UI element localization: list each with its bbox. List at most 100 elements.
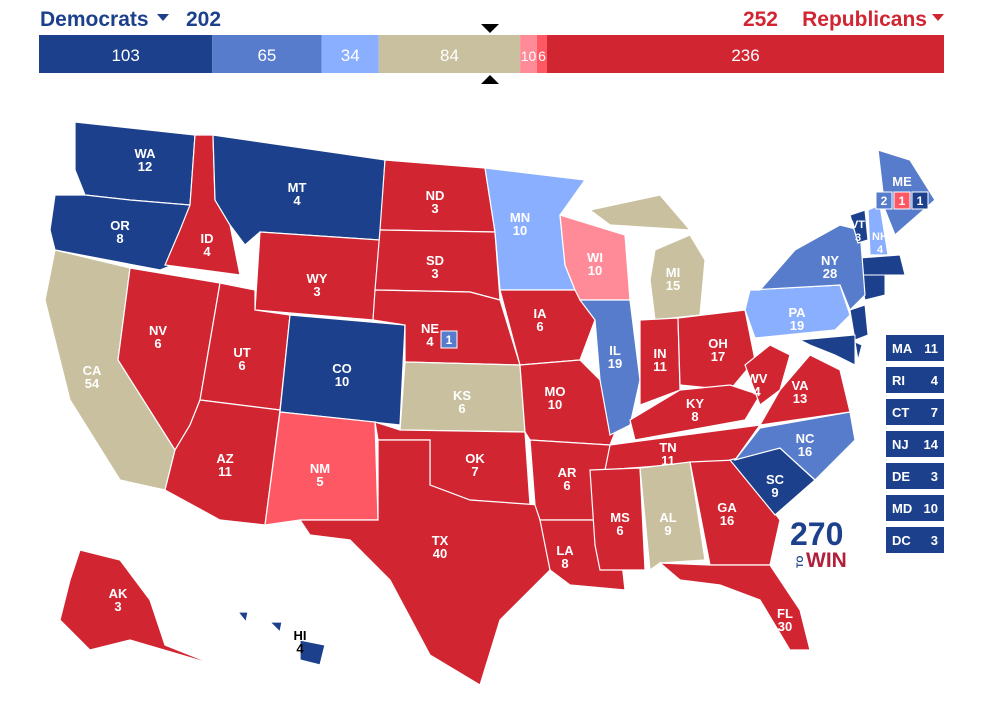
district-box[interactable] bbox=[440, 330, 458, 349]
state-votes: 54 bbox=[85, 376, 100, 391]
state-votes: 3 bbox=[431, 201, 438, 216]
state[interactable] bbox=[749, 224, 866, 312]
state-votes: 3 bbox=[313, 284, 320, 299]
state-votes: 12 bbox=[138, 159, 152, 174]
small-state-votes: 4 bbox=[931, 373, 939, 388]
state-votes: 16 bbox=[720, 513, 734, 528]
dem-total: 202 bbox=[186, 8, 221, 31]
state-abbr: CA bbox=[83, 363, 102, 378]
logo-to: TO bbox=[795, 556, 805, 568]
state-votes: 7 bbox=[471, 464, 478, 479]
state-abbr: NC bbox=[796, 431, 815, 446]
state[interactable] bbox=[499, 289, 596, 366]
state[interactable] bbox=[299, 639, 326, 666]
district-votes: 1 bbox=[917, 194, 924, 208]
state-votes: 15 bbox=[666, 278, 680, 293]
state-abbr: IA bbox=[534, 306, 548, 321]
district-votes: 1 bbox=[446, 333, 453, 347]
small-state-box[interactable] bbox=[886, 431, 944, 457]
state[interactable] bbox=[588, 194, 692, 231]
state[interactable] bbox=[589, 467, 646, 571]
state-votes: 10 bbox=[513, 223, 527, 238]
state-votes: 17 bbox=[711, 349, 725, 364]
state-abbr: PA bbox=[788, 305, 806, 320]
state[interactable] bbox=[74, 121, 196, 206]
state-abbr: IL bbox=[609, 343, 621, 358]
state[interactable] bbox=[733, 411, 856, 481]
state-abbr: KY bbox=[686, 396, 704, 411]
state[interactable] bbox=[639, 461, 706, 572]
district-box[interactable] bbox=[893, 191, 911, 210]
state[interactable] bbox=[268, 621, 283, 634]
state-votes: 10 bbox=[588, 263, 602, 278]
district-votes: 1 bbox=[899, 194, 906, 208]
state-abbr: AR bbox=[558, 465, 577, 480]
small-state-box[interactable] bbox=[886, 399, 944, 425]
small-state-box[interactable] bbox=[886, 463, 944, 489]
state-abbr: WY bbox=[307, 271, 328, 286]
state-votes: 6 bbox=[154, 336, 161, 351]
small-state-box[interactable] bbox=[886, 527, 944, 553]
state-abbr: WI bbox=[587, 250, 603, 265]
state-abbr: SD bbox=[426, 253, 444, 268]
state-votes: 13 bbox=[793, 391, 807, 406]
state-abbr: MI bbox=[666, 265, 680, 280]
state-abbr: FL bbox=[777, 606, 793, 621]
small-state-abbr: CT bbox=[892, 405, 909, 420]
small-state-votes: 3 bbox=[931, 469, 938, 484]
dropdown-arrow[interactable] bbox=[932, 14, 944, 21]
district-box[interactable] bbox=[875, 191, 893, 210]
state-votes: 19 bbox=[608, 356, 622, 371]
state-abbr: ME bbox=[892, 174, 912, 189]
logo-number: 270 bbox=[790, 516, 843, 552]
district-box[interactable] bbox=[911, 191, 929, 210]
state-votes: 10 bbox=[335, 374, 349, 389]
state-abbr: NH bbox=[872, 231, 888, 243]
state[interactable] bbox=[59, 549, 216, 666]
dem-label[interactable]: Democrats bbox=[40, 8, 149, 31]
state[interactable] bbox=[578, 299, 641, 436]
state[interactable] bbox=[658, 562, 811, 651]
small-state-box[interactable] bbox=[886, 495, 944, 521]
state[interactable] bbox=[677, 309, 756, 391]
bar-segment bbox=[321, 35, 379, 73]
state[interactable] bbox=[849, 209, 869, 244]
state-abbr: MO bbox=[545, 384, 566, 399]
state[interactable] bbox=[689, 459, 781, 566]
small-state-box[interactable] bbox=[886, 335, 944, 361]
bar-segment bbox=[212, 35, 322, 73]
rep-total: 252 bbox=[743, 8, 778, 31]
state-abbr: AZ bbox=[216, 451, 233, 466]
state[interactable] bbox=[758, 354, 851, 426]
state-votes: 9 bbox=[664, 523, 671, 538]
dropdown-arrow[interactable] bbox=[157, 14, 169, 21]
state[interactable] bbox=[744, 344, 791, 406]
state[interactable] bbox=[236, 611, 249, 624]
state-votes: 28 bbox=[823, 266, 837, 281]
small-state-box[interactable] bbox=[886, 367, 944, 393]
small-state-votes: 14 bbox=[924, 437, 939, 452]
bar-segment-label: 65 bbox=[257, 46, 276, 65]
state-votes: 40 bbox=[433, 546, 447, 561]
state[interactable] bbox=[298, 439, 551, 686]
small-state-shape bbox=[798, 334, 856, 366]
state-abbr: UT bbox=[233, 345, 250, 360]
state-abbr: LA bbox=[556, 543, 574, 558]
state-votes: 3 bbox=[855, 232, 861, 244]
rep-label[interactable]: Republicans bbox=[802, 8, 927, 31]
state-votes: 8 bbox=[561, 556, 568, 571]
state-abbr: MT bbox=[288, 180, 307, 195]
state-votes: 4 bbox=[296, 641, 304, 656]
state-abbr: NE bbox=[421, 321, 439, 336]
state-votes: 19 bbox=[790, 318, 804, 333]
state-votes: 4 bbox=[203, 244, 211, 259]
bar-segment bbox=[378, 35, 521, 73]
state-abbr: VA bbox=[791, 378, 809, 393]
state-votes: 11 bbox=[218, 464, 232, 479]
state-abbr: AK bbox=[109, 586, 128, 601]
state-votes: 30 bbox=[778, 619, 792, 634]
state-abbr: HI bbox=[294, 628, 307, 643]
state-abbr: NV bbox=[149, 323, 167, 338]
